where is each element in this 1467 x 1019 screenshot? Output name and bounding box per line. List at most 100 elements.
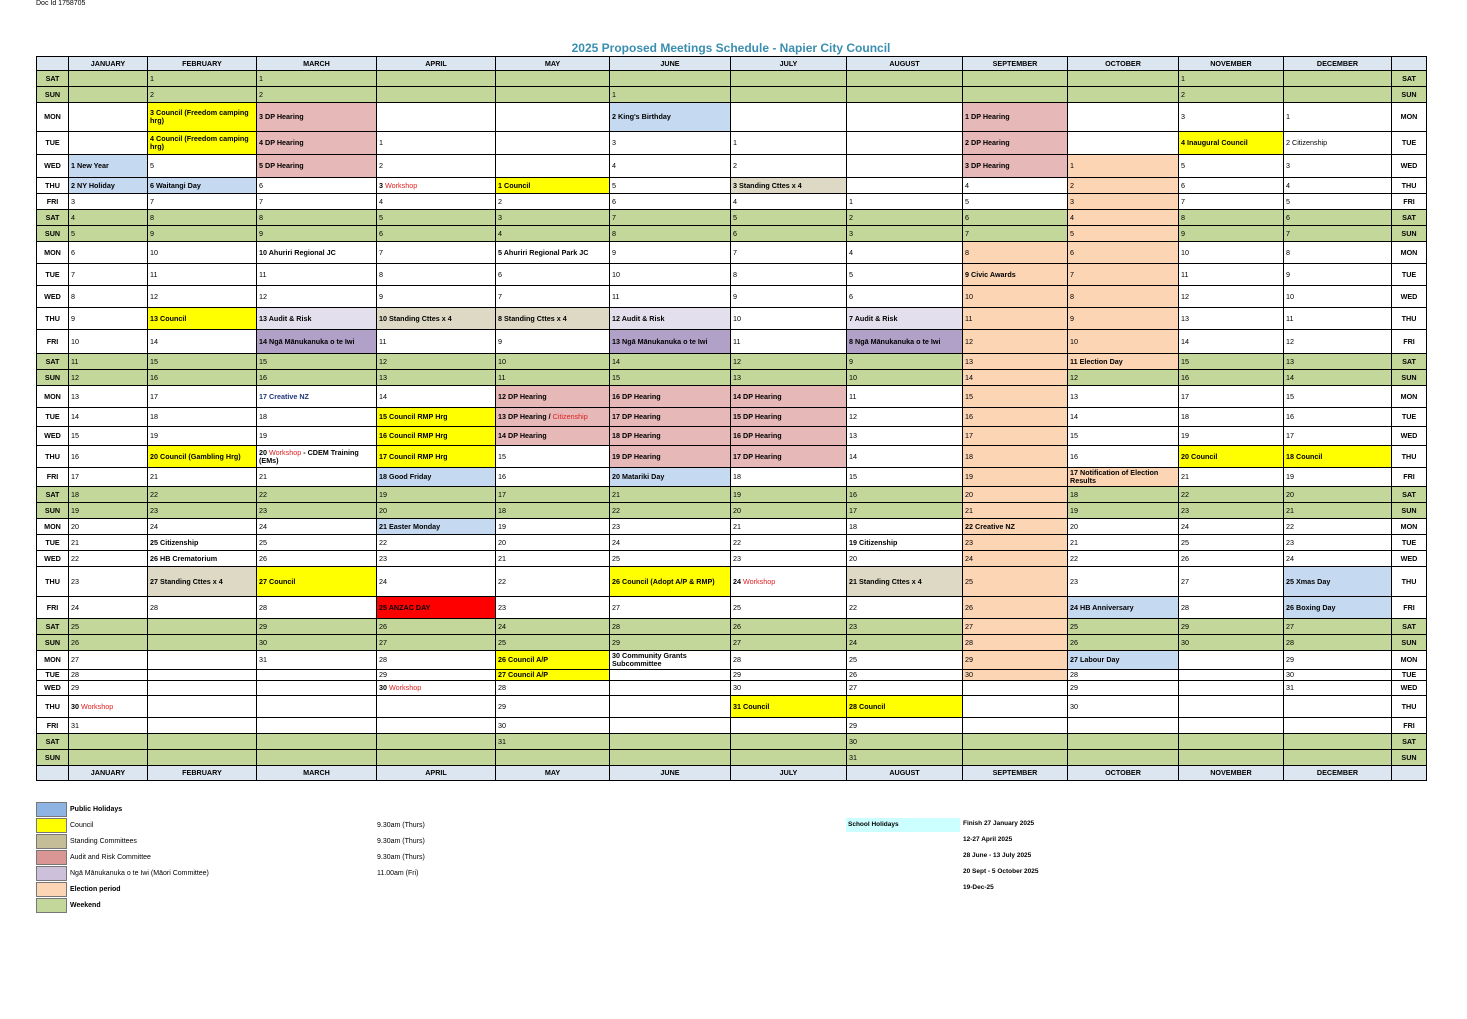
calendar-cell: 26 <box>846 669 963 681</box>
calendar-cell: 19 <box>256 426 377 446</box>
calendar-cell: 23 <box>1283 534 1392 551</box>
calendar-cell <box>147 680 257 696</box>
calendar-cell: 4 <box>962 177 1068 194</box>
calendar-cell: 17 <box>846 502 963 519</box>
weekday-label: SAT <box>36 70 69 87</box>
legend-swatch <box>36 850 67 865</box>
weekday-label: FRI <box>36 329 69 354</box>
calendar-cell: 25 <box>846 650 963 670</box>
calendar-cell <box>730 717 847 734</box>
calendar-cell: 2 <box>846 209 963 226</box>
calendar-cell: 2 <box>376 154 496 178</box>
legend-swatch <box>36 866 67 881</box>
calendar-cell: 16 DP Hearing <box>609 385 731 408</box>
calendar-cell: 4 <box>1067 209 1179 226</box>
weekday-label: TUE <box>36 131 69 155</box>
calendar-cell: 18 Council <box>1283 445 1392 468</box>
weekday-label: SAT <box>1391 70 1427 87</box>
calendar-cell: 23 <box>730 550 847 567</box>
legend-label: Council <box>70 822 94 829</box>
calendar-cell: 15 <box>1178 353 1284 370</box>
calendar-row: SUN 19 23 23 20 18 22 20 17 21 19 23 21 SUN <box>36 502 1427 519</box>
calendar-cell: 29 <box>256 618 377 635</box>
calendar-cell: 22 <box>1178 486 1284 503</box>
calendar-cell: 19 <box>376 486 496 503</box>
calendar-cell: 16 <box>1067 445 1179 468</box>
calendar-cell: 20 <box>1067 518 1179 535</box>
legend-time: 9.30am (Thurs) <box>377 838 425 845</box>
calendar-cell: 17 <box>495 486 610 503</box>
month-header: APRIL <box>376 56 496 71</box>
calendar-cell: 12 Audit & Risk <box>609 307 731 330</box>
calendar-cell: 5 <box>68 225 148 242</box>
calendar-cell: 6 <box>730 225 847 242</box>
calendar-cell <box>962 749 1068 766</box>
calendar-cell: 30 <box>730 680 847 696</box>
legend-item: Ngā Mānukanuka o te Iwi (Māori Committee… <box>36 866 936 881</box>
weekday-label: MON <box>36 241 69 264</box>
calendar-cell: 30 <box>846 733 963 750</box>
legend-label: Ngā Mānukanuka o te Iwi (Māori Committee… <box>70 870 209 877</box>
calendar-cell: 13 Council <box>147 307 257 330</box>
weekday-label: THU <box>1391 695 1427 718</box>
calendar-cell <box>495 154 610 178</box>
calendar-cell: 13 <box>846 426 963 446</box>
calendar-cell: 8 <box>1178 209 1284 226</box>
calendar-cell: 4 <box>68 209 148 226</box>
calendar-cell: 18 <box>846 518 963 535</box>
calendar-cell: 1 <box>147 70 257 87</box>
calendar-cell: 21 Easter Monday <box>376 518 496 535</box>
calendar-cell: 9 <box>495 329 610 354</box>
calendar-cell: 7 Audit & Risk <box>846 307 963 330</box>
calendar-cell: 13 Audit & Risk <box>256 307 377 330</box>
weekday-label: SAT <box>36 209 69 226</box>
calendar-cell: 25 <box>256 534 377 551</box>
calendar-cell <box>730 70 847 87</box>
calendar-cell: 15 <box>609 369 731 386</box>
calendar-cell: 9 <box>147 225 257 242</box>
calendar-cell: 5 <box>962 193 1068 210</box>
weekday-label: TUE <box>36 534 69 551</box>
calendar-cell: 13 <box>1283 353 1392 370</box>
calendar-cell <box>68 733 148 750</box>
calendar-cell <box>495 749 610 766</box>
calendar-row: FRI 10 14 14 Ngā Mānukanuka o te Iwi 11 9 13 N… <box>36 329 1427 354</box>
legend-item: Weekend <box>36 898 936 913</box>
calendar-cell: 24 HB Anniversary <box>1067 596 1179 619</box>
calendar-cell: 17 DP Hearing <box>609 407 731 427</box>
calendar-cell: 18 <box>256 407 377 427</box>
calendar-cell: 6 <box>962 209 1068 226</box>
calendar-cell <box>1283 733 1392 750</box>
calendar-cell: 8 <box>256 209 377 226</box>
calendar-cell: 10 <box>1283 285 1392 308</box>
calendar-row: TUE 28 29 27 Council A/P 29 26 30 28 30 TUE <box>36 669 1427 681</box>
calendar-cell: 2 <box>256 86 377 103</box>
calendar-cell: 27 <box>962 618 1068 635</box>
calendar-cell: 18 <box>147 407 257 427</box>
weekday-label: WED <box>36 285 69 308</box>
calendar-cell: 29 <box>1283 650 1392 670</box>
calendar-cell: 2 King's Birthday <box>609 102 731 132</box>
calendar-cell: 22 <box>68 550 148 567</box>
calendar-cell: 10 Standing Cttes x 4 <box>376 307 496 330</box>
calendar-cell <box>376 733 496 750</box>
calendar-cell: 20 <box>68 518 148 535</box>
weekday-label: SAT <box>36 486 69 503</box>
calendar-cell <box>495 102 610 132</box>
calendar-cell: 4 Council (Freedom camping hrg) <box>147 131 257 155</box>
calendar-cell: 5 Ahuriri Regional Park JC <box>495 241 610 264</box>
calendar-cell: 20 Council <box>1178 445 1284 468</box>
calendar-cell: 6 Waitangi Day <box>147 177 257 194</box>
weekday-label: MON <box>1391 385 1427 408</box>
calendar-cell: 24 <box>846 634 963 651</box>
calendar-cell <box>147 733 257 750</box>
calendar-cell: 30 Workshop <box>68 695 148 718</box>
calendar-cell: 18 <box>1178 407 1284 427</box>
calendar-cell: 11 <box>609 285 731 308</box>
calendar-cell: 11 <box>730 329 847 354</box>
calendar-cell: 15 <box>846 467 963 487</box>
calendar-cell: 26 <box>256 550 377 567</box>
month-header: AUGUST <box>846 765 963 781</box>
calendar-cell <box>376 695 496 718</box>
calendar-cell: 14 <box>147 329 257 354</box>
